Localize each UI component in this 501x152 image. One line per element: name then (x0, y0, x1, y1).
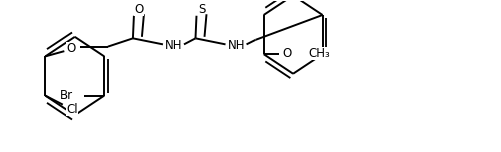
Text: Br: Br (60, 89, 73, 102)
Text: O: O (282, 47, 291, 60)
Text: Cl: Cl (66, 103, 78, 116)
Text: S: S (197, 3, 205, 16)
Text: O: O (134, 3, 143, 16)
Text: O: O (66, 42, 75, 55)
Text: NH: NH (227, 39, 245, 52)
Text: CH₃: CH₃ (308, 47, 330, 60)
Text: NH: NH (165, 39, 182, 52)
